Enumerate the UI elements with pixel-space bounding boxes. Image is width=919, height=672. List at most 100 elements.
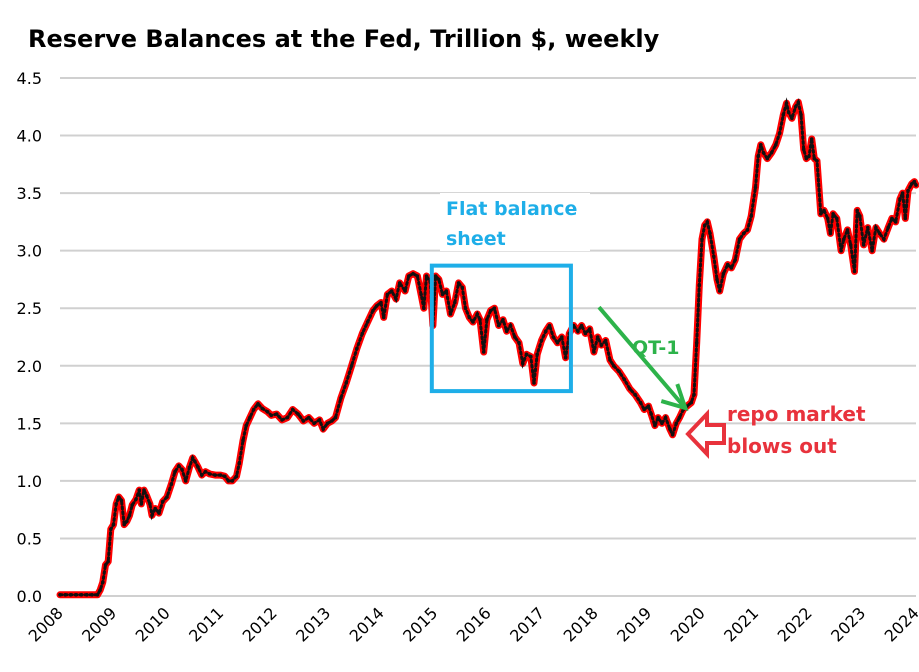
data-point (628, 387, 632, 391)
x-tick-label: 2020 (667, 603, 709, 645)
data-point (504, 329, 509, 334)
data-point (705, 220, 710, 224)
data-point (381, 315, 386, 320)
x-tick-label: 2021 (720, 603, 762, 645)
data-point (444, 289, 449, 293)
data-point (422, 306, 426, 311)
data-point (608, 358, 612, 362)
data-point (815, 159, 819, 163)
data-point (496, 323, 501, 328)
data-point (513, 335, 517, 339)
data-point (697, 283, 702, 288)
data-point (251, 407, 256, 412)
data-point (360, 331, 365, 336)
data-point (203, 469, 208, 474)
data-point (312, 421, 316, 426)
data-point (150, 513, 154, 518)
data-point (898, 197, 902, 201)
data-point (127, 513, 132, 518)
data-point (741, 231, 746, 236)
data-point (160, 499, 165, 504)
data-point (119, 498, 124, 503)
data-point (307, 415, 311, 420)
data-point (230, 479, 235, 483)
qt1-arrow-head (660, 383, 689, 412)
series-marker-trace (58, 97, 918, 597)
y-tick-label: 0.0 (17, 587, 42, 606)
data-point (74, 593, 78, 597)
data-point (900, 191, 905, 195)
data-point (177, 464, 181, 468)
data-point (759, 143, 763, 147)
data-point (517, 341, 521, 345)
data-point (148, 502, 152, 506)
data-point (812, 156, 817, 161)
y-tick-label: 3.0 (17, 242, 42, 261)
repo-label: blows out (727, 434, 837, 458)
data-point (547, 323, 552, 328)
data-point (831, 212, 835, 216)
y-tick-label: 2.0 (17, 357, 42, 376)
data-point (85, 593, 89, 597)
data-point (529, 354, 533, 359)
x-tick-label: 2022 (774, 603, 816, 645)
data-point (134, 497, 138, 502)
y-tick-label: 1.5 (17, 414, 42, 433)
data-point (870, 248, 874, 253)
data-point (101, 580, 105, 584)
data-point (756, 154, 760, 159)
data-point (689, 400, 694, 405)
data-point (481, 350, 486, 354)
data-point (488, 308, 493, 313)
data-point (153, 506, 157, 511)
x-tick-label: 2016 (453, 603, 495, 645)
data-point (157, 511, 161, 515)
data-point (852, 269, 857, 274)
x-tick-label: 2023 (827, 603, 869, 645)
data-point (463, 306, 468, 311)
data-point (130, 503, 134, 507)
data-point (139, 502, 144, 506)
data-point (544, 329, 548, 334)
data-point (858, 214, 862, 218)
data-point (58, 593, 62, 597)
data-point (903, 216, 908, 221)
x-tick-label: 2010 (132, 603, 174, 645)
data-point (653, 423, 657, 428)
y-tick-label: 2.5 (17, 299, 42, 318)
data-point (617, 369, 621, 374)
data-point (777, 131, 782, 136)
data-point (379, 300, 383, 305)
data-point (799, 113, 803, 117)
data-point (389, 289, 394, 293)
data-point (855, 208, 859, 213)
data-point (663, 415, 668, 420)
qt1-arrow-shaft (597, 305, 687, 410)
y-tick-label: 4.5 (17, 69, 42, 88)
data-point (333, 415, 338, 420)
data-point (114, 502, 118, 506)
data-point (226, 479, 231, 483)
data-point (622, 377, 627, 382)
data-point (330, 419, 334, 423)
data-point (385, 292, 390, 297)
data-point (265, 410, 270, 414)
data-point (866, 225, 870, 230)
data-point (753, 185, 758, 190)
data-point (508, 323, 513, 328)
data-point (200, 473, 204, 477)
data-point (407, 274, 411, 278)
data-point (555, 341, 560, 345)
data-point (674, 421, 679, 426)
data-point (365, 320, 370, 324)
gridlines (60, 77, 916, 597)
data-point (656, 415, 660, 420)
data-point (125, 519, 129, 523)
data-point (180, 467, 184, 472)
data-point (861, 243, 866, 247)
data-point (790, 116, 794, 121)
data-point (122, 522, 126, 527)
data-point (321, 427, 326, 431)
data-point (729, 266, 734, 270)
data-point (103, 563, 108, 567)
